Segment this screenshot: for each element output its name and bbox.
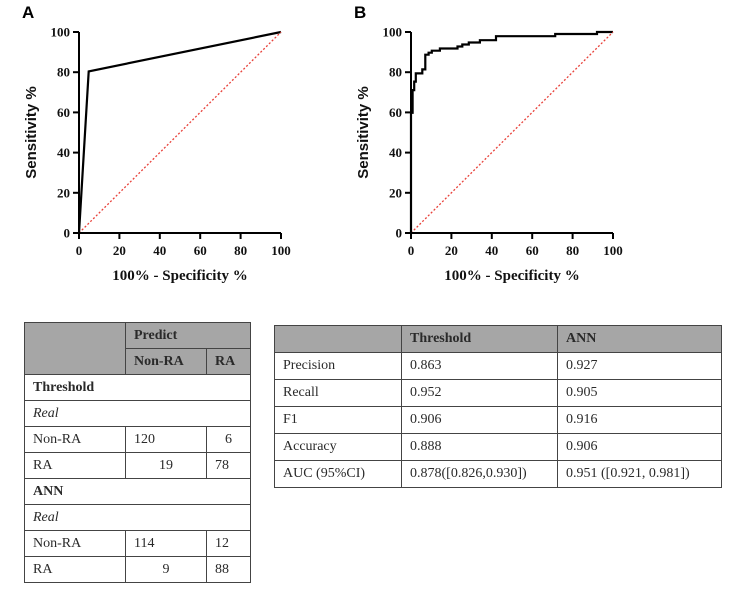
table-row: Non-RA 120 6 — [24, 426, 251, 453]
y-tick-label: 80 — [389, 65, 402, 80]
table-row: RA 19 78 — [24, 452, 251, 479]
y-tick-label: 40 — [389, 145, 402, 160]
y-tick-label: 80 — [57, 65, 70, 80]
x-axis-title: 100% - Specificity % — [112, 268, 247, 284]
x-tick-label: 100 — [603, 243, 623, 258]
metric-header — [274, 325, 402, 353]
y-axis-title: Sensitivity % — [23, 86, 40, 179]
cell-non-ra: 120 — [125, 426, 207, 453]
table-row: F1 0.906 0.916 — [274, 406, 722, 434]
y-tick-label: 0 — [396, 226, 403, 241]
metric-name: AUC (95%CI) — [274, 460, 402, 488]
corner-cell — [24, 322, 126, 375]
confusion-matrix-table: Predict Non-RA RA Threshold Real Non-RA … — [24, 322, 251, 583]
section-title: ANN — [24, 478, 251, 505]
threshold-header: Threshold — [401, 325, 558, 353]
x-tick-label: 0 — [76, 243, 83, 258]
roc-chart-a: 0 20 40 60 80 100 0 20 40 60 80 100 100% - Specifici… — [23, 25, 291, 285]
threshold-value: 0.952 — [401, 379, 558, 407]
cell-non-ra: 114 — [125, 530, 207, 557]
threshold-value: 0.888 — [401, 433, 558, 461]
x-tick-label: 80 — [566, 243, 579, 258]
x-tick-label: 100 — [271, 243, 291, 258]
x-tick-label: 60 — [194, 243, 207, 258]
y-tick-label: 100 — [51, 25, 71, 40]
cell-ra: 88 — [206, 556, 251, 583]
threshold-value: 0.863 — [401, 352, 558, 380]
table-row: Accuracy 0.888 0.906 — [274, 433, 722, 461]
x-tick-label: 40 — [485, 243, 498, 258]
y-tick-label: 20 — [57, 185, 70, 200]
x-tick-label: 60 — [526, 243, 539, 258]
metrics-table: Threshold ANN Precision 0.863 0.927 Reca… — [274, 325, 722, 488]
threshold-value: 0.878([0.826,0.930]) — [401, 460, 558, 488]
ann-value: 0.951 ([0.921, 0.981]) — [557, 460, 722, 488]
metric-name: Precision — [274, 352, 402, 380]
ann-value: 0.916 — [557, 406, 722, 434]
predict-header: Predict — [125, 322, 251, 349]
row-label: RA — [24, 556, 126, 583]
y-tick-label: 20 — [389, 185, 402, 200]
row-label: RA — [24, 452, 126, 479]
table-row: Precision 0.863 0.927 — [274, 352, 722, 380]
cell-ra: 12 — [206, 530, 251, 557]
table-row: AUC (95%CI) 0.878([0.826,0.930]) 0.951 (… — [274, 460, 722, 488]
non-ra-header: Non-RA — [125, 348, 207, 375]
ann-value: 0.906 — [557, 433, 722, 461]
roc-chart-b: 0 20 40 60 80 100 0 20 40 60 80 100 100% - Specifici… — [355, 25, 623, 285]
section-title: Threshold — [24, 374, 251, 401]
ann-value: 0.927 — [557, 352, 722, 380]
x-tick-label: 20 — [113, 243, 126, 258]
table-row: Recall 0.952 0.905 — [274, 379, 722, 407]
y-tick-label: 60 — [57, 105, 70, 120]
cell-ra: 78 — [206, 452, 251, 479]
x-tick-label: 40 — [153, 243, 166, 258]
section-subtitle: Real — [24, 504, 251, 531]
roc-curve — [77, 30, 282, 234]
y-tick-label: 60 — [389, 105, 402, 120]
ann-header: ANN — [557, 325, 722, 353]
reference-line — [410, 31, 614, 234]
reference-line — [78, 31, 282, 234]
metric-name: F1 — [274, 406, 402, 434]
metric-name: Accuracy — [274, 433, 402, 461]
threshold-value: 0.906 — [401, 406, 558, 434]
ra-header: RA — [206, 348, 251, 375]
y-tick-label: 40 — [57, 145, 70, 160]
section-subtitle: Real — [24, 400, 251, 427]
cell-ra: 6 — [206, 426, 251, 453]
panel-label-a: A — [22, 3, 35, 22]
x-tick-label: 20 — [445, 243, 458, 258]
row-label: Non-RA — [24, 426, 126, 453]
x-tick-label: 80 — [234, 243, 247, 258]
x-axis-title: 100% - Specificity % — [444, 268, 579, 284]
roc-curve — [409, 30, 613, 233]
cell-non-ra: 19 — [125, 452, 207, 479]
table-row: Non-RA 114 12 — [24, 530, 251, 557]
row-label: Non-RA — [24, 530, 126, 557]
x-tick-label: 0 — [408, 243, 415, 258]
table-row: RA 9 88 — [24, 556, 251, 583]
ann-value: 0.905 — [557, 379, 722, 407]
y-tick-label: 0 — [64, 226, 71, 241]
y-axis-title: Sensitivity % — [355, 86, 372, 179]
y-tick-label: 100 — [383, 25, 403, 40]
cell-non-ra: 9 — [125, 556, 207, 583]
metric-name: Recall — [274, 379, 402, 407]
panel-label-b: B — [354, 3, 367, 22]
